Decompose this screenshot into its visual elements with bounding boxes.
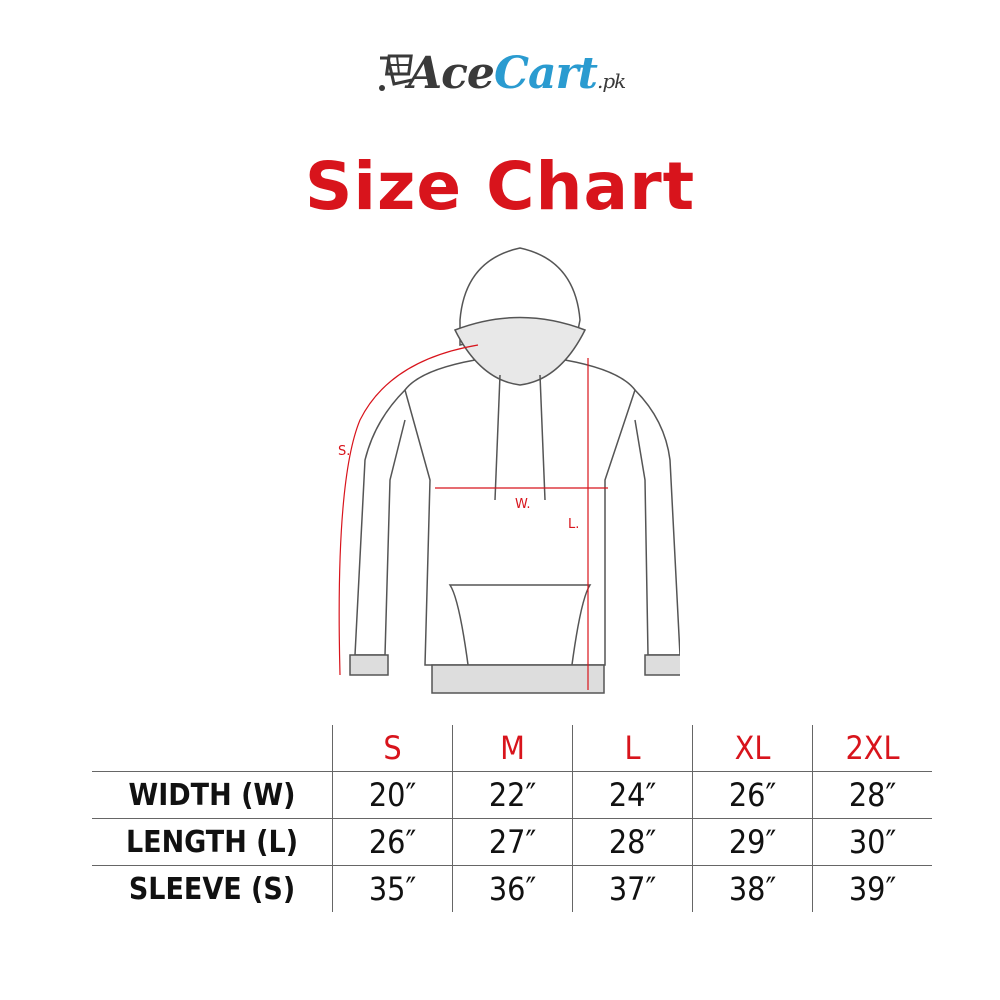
table-cell: 29″	[692, 818, 813, 866]
row-label: WIDTH (W)	[92, 771, 333, 819]
table-cell: 38″	[692, 865, 813, 912]
size-header: XL	[692, 725, 813, 772]
table-cell: 35″	[332, 865, 453, 912]
size-header: M	[452, 725, 573, 772]
left-sleeve	[354, 389, 406, 656]
drawstring-right	[539, 374, 546, 501]
table-cell: 26″	[692, 771, 813, 819]
right-cuff	[644, 654, 680, 676]
table-cell: 24″	[572, 771, 693, 819]
table-cell: 20″	[332, 771, 453, 819]
table-cell: 22″	[452, 771, 573, 819]
hood-opening	[453, 316, 587, 386]
size-header: L	[572, 725, 693, 772]
brand-name: AceCart.pk	[408, 48, 626, 99]
size-table: S M L XL 2XL WIDTH (W) 20″ 22″ 24″ 26″ 2…	[92, 725, 932, 912]
hoodie-diagram: S. W. L.	[338, 247, 680, 694]
table-row: SLEEVE (S) 35″ 36″ 37″ 38″ 39″	[92, 865, 932, 912]
header-blank	[92, 725, 333, 772]
left-cuff	[349, 654, 389, 676]
page-title: Size Chart	[304, 148, 696, 225]
sleeve-measure-line	[338, 344, 479, 676]
waist-band	[431, 664, 605, 694]
length-label: L.	[568, 517, 579, 532]
drawstring-left	[494, 374, 501, 501]
size-header: 2XL	[812, 725, 932, 772]
table-cell: 28″	[572, 818, 693, 866]
width-label: W.	[515, 497, 531, 512]
table-cell: 30″	[812, 818, 932, 866]
size-header: S	[332, 725, 453, 772]
table-row: LENGTH (L) 26″ 27″ 28″ 29″ 30″	[92, 818, 932, 866]
size-header-row: S M L XL 2XL	[92, 725, 932, 772]
right-sleeve	[634, 389, 680, 656]
table-cell: 39″	[812, 865, 932, 912]
table-cell: 26″	[332, 818, 453, 866]
brand-name-part2: Cart	[493, 48, 598, 99]
sleeve-label: S.	[338, 444, 350, 459]
table-cell: 37″	[572, 865, 693, 912]
table-cell: 28″	[812, 771, 932, 819]
body	[404, 359, 636, 666]
table-cell: 27″	[452, 818, 573, 866]
table-row: WIDTH (W) 20″ 22″ 24″ 26″ 28″	[92, 771, 932, 819]
row-label: SLEEVE (S)	[92, 865, 333, 912]
brand-logo: AceCart.pk	[378, 48, 658, 118]
shopping-cart-icon	[379, 54, 413, 91]
brand-suffix: .pk	[596, 69, 626, 93]
row-label: LENGTH (L)	[92, 818, 333, 866]
brand-name-part1: Ace	[408, 48, 495, 99]
table-cell: 36″	[452, 865, 573, 912]
